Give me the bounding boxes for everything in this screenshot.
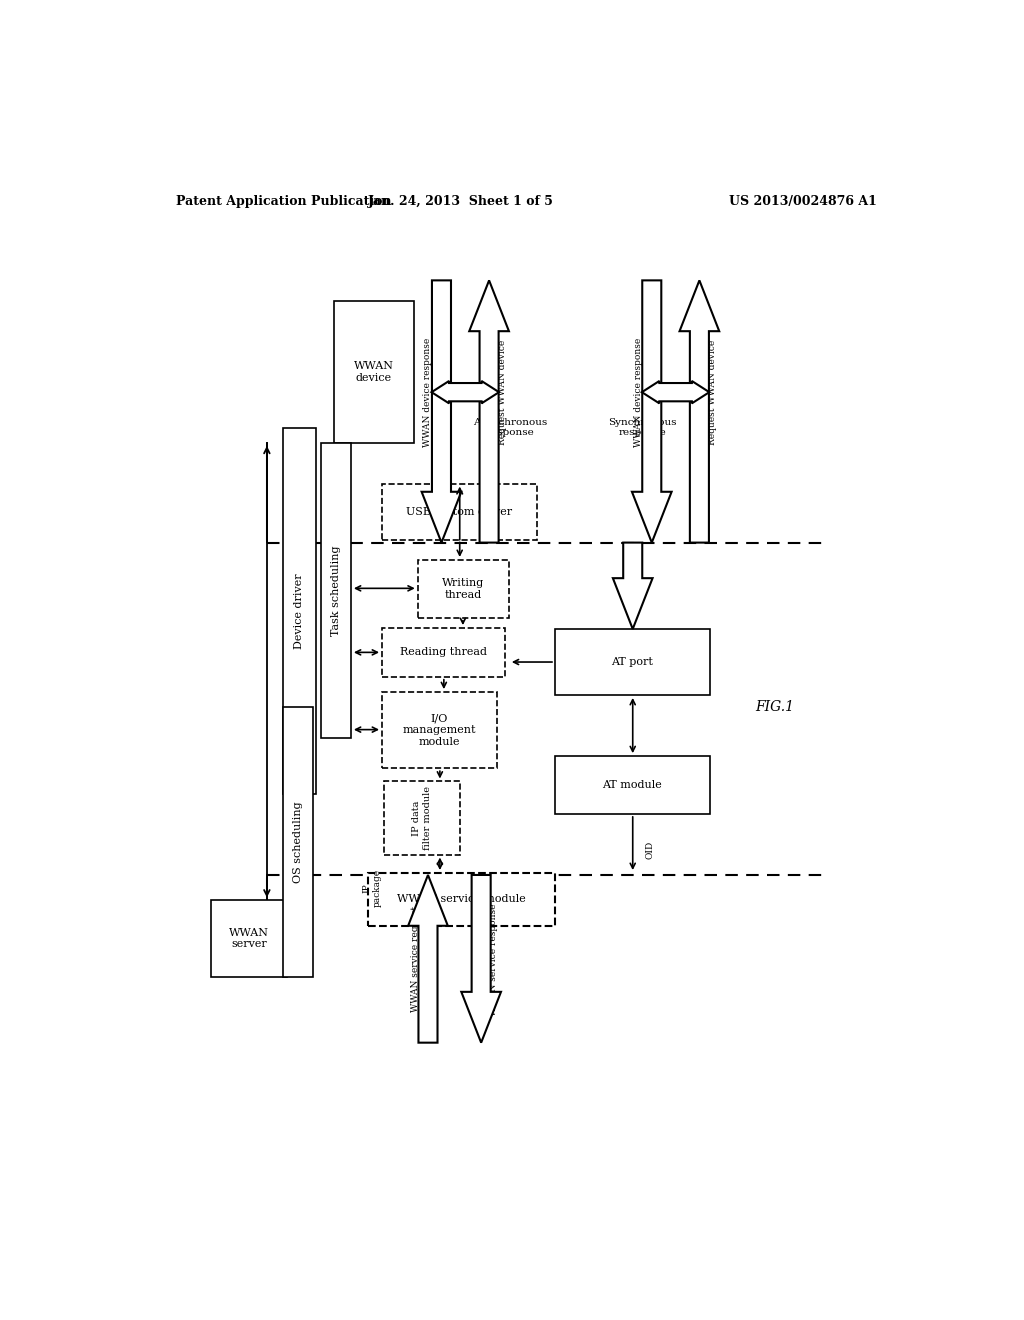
Text: AT module: AT module xyxy=(602,780,663,789)
Text: WWAN device response: WWAN device response xyxy=(424,338,432,446)
Text: Task scheduling: Task scheduling xyxy=(331,545,341,636)
Polygon shape xyxy=(469,280,509,543)
Bar xyxy=(382,483,537,540)
Polygon shape xyxy=(422,280,462,543)
Text: I/O
management
module: I/O management module xyxy=(402,714,476,747)
Bar xyxy=(382,692,497,768)
Text: Synchronous
response: Synchronous response xyxy=(608,418,677,437)
Text: WWAN
device: WWAN device xyxy=(354,362,394,383)
Text: IP data
filter module: IP data filter module xyxy=(413,785,432,850)
Bar xyxy=(555,630,710,696)
Text: Jan. 24, 2013  Sheet 1 of 5: Jan. 24, 2013 Sheet 1 of 5 xyxy=(369,194,554,207)
Text: IP
package: IP package xyxy=(362,869,382,907)
Text: Reading thread: Reading thread xyxy=(400,647,487,657)
Polygon shape xyxy=(613,543,652,630)
Bar xyxy=(418,560,509,618)
Bar xyxy=(382,628,505,677)
Text: FIG.1: FIG.1 xyxy=(756,700,795,714)
Text: Device driver: Device driver xyxy=(295,573,304,648)
Text: Request WWAN device: Request WWAN device xyxy=(498,339,507,445)
Text: OS scheduling: OS scheduling xyxy=(293,801,303,883)
Polygon shape xyxy=(642,381,710,404)
Bar xyxy=(369,873,555,925)
Bar xyxy=(283,428,316,793)
Polygon shape xyxy=(431,381,499,404)
Text: USB bottom driver: USB bottom driver xyxy=(407,507,512,516)
Text: WWAN
server: WWAN server xyxy=(229,928,269,949)
Text: AT port: AT port xyxy=(611,657,653,667)
Bar xyxy=(321,444,351,738)
Text: US 2013/0024876 A1: US 2013/0024876 A1 xyxy=(729,194,877,207)
Bar xyxy=(384,781,460,854)
Text: WWAN service module: WWAN service module xyxy=(397,895,526,904)
Text: Asynchronous
response: Asynchronous response xyxy=(473,418,548,437)
Text: Writing
thread: Writing thread xyxy=(442,578,484,599)
Bar xyxy=(211,900,287,977)
Text: WWAN service response: WWAN service response xyxy=(489,903,499,1015)
Text: WWAN service request: WWAN service request xyxy=(411,907,420,1012)
Text: Request WWAN device: Request WWAN device xyxy=(709,339,718,445)
Bar xyxy=(334,301,414,444)
Polygon shape xyxy=(409,875,447,1043)
Bar xyxy=(283,708,313,977)
Polygon shape xyxy=(461,875,501,1043)
Text: WWAN device response: WWAN device response xyxy=(634,338,643,446)
Text: OID: OID xyxy=(645,841,654,859)
Bar xyxy=(555,756,710,814)
Polygon shape xyxy=(680,280,719,543)
Text: Patent Application Publication: Patent Application Publication xyxy=(176,194,391,207)
Polygon shape xyxy=(632,280,672,543)
